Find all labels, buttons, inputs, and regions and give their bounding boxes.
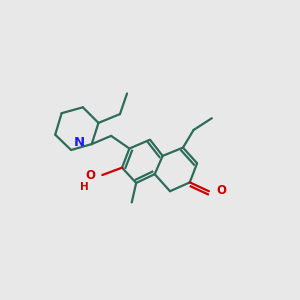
Text: H: H	[80, 182, 89, 191]
Text: N: N	[74, 136, 85, 149]
Text: O: O	[86, 169, 96, 182]
Text: O: O	[216, 184, 226, 197]
